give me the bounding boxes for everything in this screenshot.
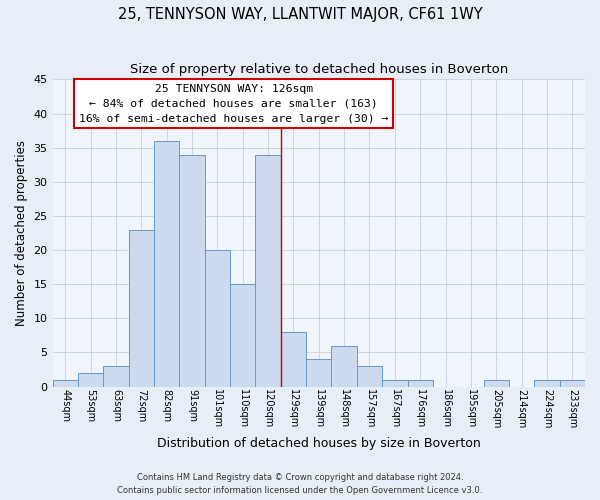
Title: Size of property relative to detached houses in Boverton: Size of property relative to detached ho… <box>130 62 508 76</box>
Bar <box>357 366 382 386</box>
Bar <box>534 380 560 386</box>
Bar <box>205 250 230 386</box>
Bar <box>103 366 128 386</box>
Bar <box>281 332 306 386</box>
Bar <box>560 380 585 386</box>
Text: Contains HM Land Registry data © Crown copyright and database right 2024.
Contai: Contains HM Land Registry data © Crown c… <box>118 473 482 495</box>
Text: 25 TENNYSON WAY: 126sqm
← 84% of detached houses are smaller (163)
16% of semi-d: 25 TENNYSON WAY: 126sqm ← 84% of detache… <box>79 84 388 124</box>
Bar <box>78 373 103 386</box>
Text: 25, TENNYSON WAY, LLANTWIT MAJOR, CF61 1WY: 25, TENNYSON WAY, LLANTWIT MAJOR, CF61 1… <box>118 8 482 22</box>
Bar <box>306 359 331 386</box>
Y-axis label: Number of detached properties: Number of detached properties <box>15 140 28 326</box>
Bar <box>484 380 509 386</box>
Bar <box>154 141 179 386</box>
Bar <box>179 154 205 386</box>
Bar <box>230 284 256 386</box>
Bar <box>382 380 407 386</box>
Bar <box>128 230 154 386</box>
Bar <box>331 346 357 387</box>
Bar <box>407 380 433 386</box>
Bar <box>256 154 281 386</box>
X-axis label: Distribution of detached houses by size in Boverton: Distribution of detached houses by size … <box>157 437 481 450</box>
Bar <box>53 380 78 386</box>
